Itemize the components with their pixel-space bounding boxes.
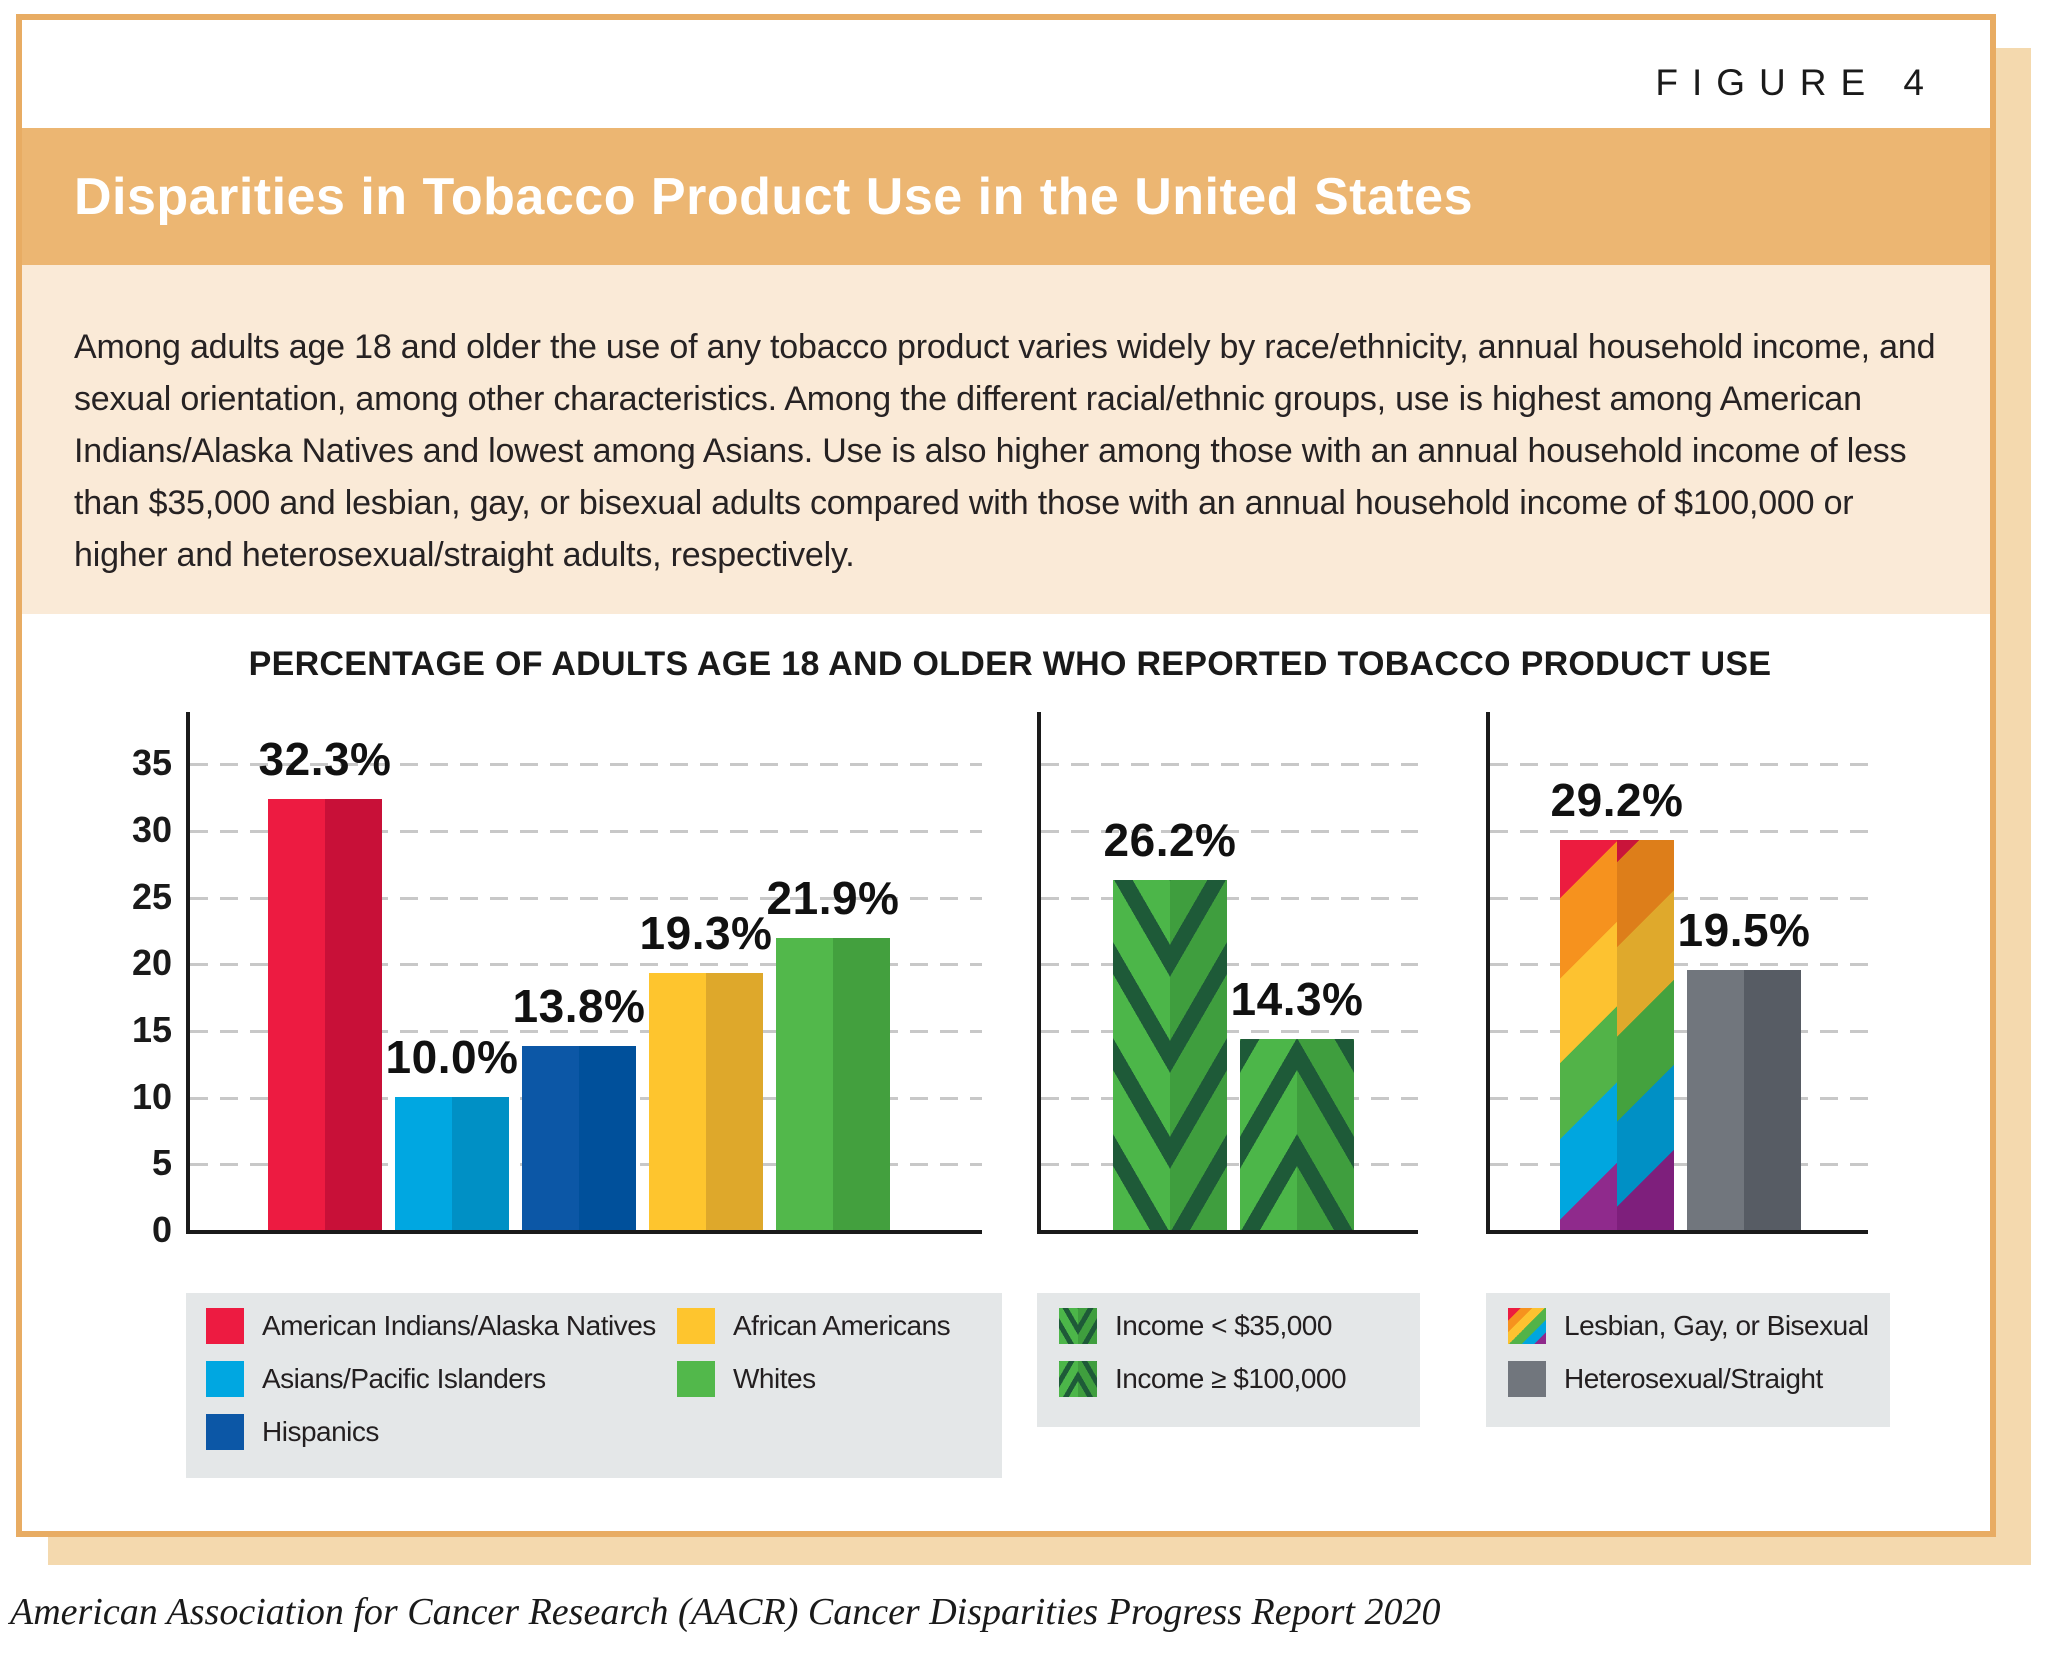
gridline [1490, 897, 1868, 900]
y-axis-line [1486, 712, 1490, 1234]
legend-label: Income ≥ $100,000 [1115, 1363, 1347, 1394]
bar-income-100-000 [1240, 1039, 1354, 1230]
legend: American Indians/Alaska Natives Asians/Pa… [186, 1293, 1002, 1478]
gridline [190, 763, 982, 766]
x-axis-line [1037, 1230, 1418, 1234]
legend: Lesbian, Gay, or Bisexual Heterosexual/St… [1486, 1293, 1890, 1427]
chart-title: PERCENTAGE OF ADULTS AGE 18 AND OLDER WH… [248, 645, 1772, 683]
y-axis-tick-label: 10 [131, 1076, 172, 1117]
gridline [1041, 1030, 1418, 1033]
y-axis-tick-label: 35 [131, 742, 172, 783]
bar-value-label: 14.3% [1230, 973, 1364, 1025]
bar-lesbian-gay-or-bisexual [1560, 840, 1674, 1230]
gridline [190, 1030, 982, 1033]
description-text: Among adults age 18 and older the use of… [74, 328, 1936, 574]
gridline [1041, 763, 1418, 766]
gridline [190, 897, 982, 900]
legend: Income < $35,000 Income ≥ $100,000 [1037, 1293, 1420, 1427]
legend-label: Asians/Pacific Islanders [262, 1363, 546, 1394]
bar-value-label: 32.3% [258, 733, 392, 785]
gridline [1041, 830, 1418, 833]
gridline [1490, 963, 1868, 966]
y-axis-tick-label: 20 [131, 942, 172, 983]
gridline [190, 830, 982, 833]
gridline [1041, 1097, 1418, 1100]
legend-label: Heterosexual/Straight [1564, 1363, 1823, 1394]
bar-african-americans [649, 973, 763, 1230]
bar-asians-pacific-islanders [395, 1097, 509, 1230]
y-axis-tick-label: 0 [151, 1209, 172, 1250]
figure-frame: FIGURE 4 Disparities in Tobacco Product … [16, 14, 1996, 1537]
y-axis-tick-label: 5 [151, 1142, 172, 1183]
legend-swatch-heterosexual-straight [1508, 1361, 1546, 1397]
bar-value-label: 26.2% [1103, 814, 1237, 866]
gridline [1490, 763, 1868, 766]
legend-swatch-income-35-000 [1059, 1308, 1097, 1344]
x-axis-line [186, 1230, 982, 1234]
bar-income-35-000 [1113, 880, 1227, 1230]
description-band: Among adults age 18 and older the use of… [22, 265, 1990, 614]
legend-label: Hispanics [262, 1416, 379, 1447]
y-axis-line [1037, 712, 1041, 1234]
figure-title: Disparities in Tobacco Product Use in th… [74, 167, 1474, 226]
legend-label: American Indians/Alaska Natives [262, 1310, 656, 1341]
gridline [190, 963, 982, 966]
legend-label: African Americans [733, 1310, 951, 1341]
legend-swatch-income-100-000 [1059, 1361, 1097, 1397]
bar-hispanics [522, 1046, 636, 1230]
gridline [1041, 1163, 1418, 1166]
legend-label: Lesbian, Gay, or Bisexual [1564, 1310, 1869, 1341]
bar-american-indians-alaska-natives [268, 799, 382, 1230]
legend-swatch-whites [677, 1361, 715, 1397]
gridline [1041, 963, 1418, 966]
bar-value-label: 19.5% [1677, 904, 1811, 956]
gridline [1490, 1097, 1868, 1100]
source-citation: American Association for Cancer Research… [10, 1591, 1441, 1633]
y-axis-tick-label: 25 [131, 876, 172, 917]
bar-heterosexual-straight [1687, 970, 1801, 1230]
legend-swatch-hispanics [206, 1414, 244, 1450]
figure-number-label: FIGURE 4 [1655, 62, 1938, 103]
legend-swatch-asians-pacific-islanders [206, 1361, 244, 1397]
bar-value-label: 13.8% [512, 980, 646, 1032]
legend-swatch-african-americans [677, 1308, 715, 1344]
gridline [1490, 830, 1868, 833]
y-axis-tick-label: 30 [131, 809, 172, 850]
x-axis-line [1486, 1230, 1868, 1234]
legend-swatch-american-indians-alaska-natives [206, 1308, 244, 1344]
gridline [1041, 897, 1418, 900]
legend-label: Whites [733, 1363, 816, 1394]
bar-value-label: 19.3% [639, 907, 773, 959]
bar-value-label: 29.2% [1550, 774, 1684, 826]
y-axis-line [186, 712, 190, 1234]
y-axis-tick-label: 15 [131, 1009, 172, 1050]
legend-label: Income < $35,000 [1115, 1310, 1332, 1341]
bar-value-label: 10.0% [385, 1031, 519, 1083]
title-band: Disparities in Tobacco Product Use in th… [22, 128, 1990, 265]
bar-whites [776, 938, 890, 1230]
gridline [1490, 1163, 1868, 1166]
bar-value-label: 21.9% [766, 872, 900, 924]
gridline [1490, 1030, 1868, 1033]
legend-swatch-lesbian-gay-or-bisexual [1508, 1308, 1546, 1344]
